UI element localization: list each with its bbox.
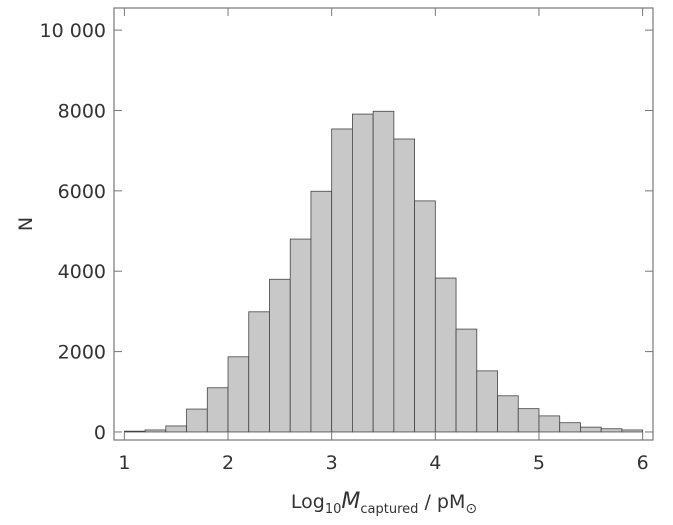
y-tick-label: 8000 bbox=[58, 100, 106, 122]
y-tick-label: 4000 bbox=[58, 261, 106, 283]
bar bbox=[559, 422, 581, 433]
x-label-sub: captured bbox=[360, 502, 418, 517]
bar bbox=[455, 328, 478, 433]
bar bbox=[372, 110, 395, 433]
bar bbox=[352, 113, 374, 433]
bar bbox=[269, 278, 291, 433]
bar bbox=[414, 200, 436, 433]
bar bbox=[310, 190, 333, 433]
y-tick-label: 2000 bbox=[58, 342, 106, 364]
bar bbox=[123, 430, 146, 433]
bar bbox=[476, 370, 498, 433]
x-tick-label: 2 bbox=[222, 452, 234, 474]
bar bbox=[165, 425, 187, 433]
x-tick-label: 6 bbox=[637, 452, 649, 474]
y-tick-label: 0 bbox=[94, 422, 106, 444]
x-label-rest: / pM bbox=[418, 491, 465, 513]
bar bbox=[393, 138, 415, 433]
bar bbox=[186, 408, 208, 433]
bar bbox=[538, 415, 561, 433]
bar bbox=[580, 426, 602, 433]
bar bbox=[434, 277, 457, 433]
bar bbox=[206, 387, 229, 433]
x-tick-label: 5 bbox=[533, 452, 545, 474]
x-label-log: Log bbox=[291, 491, 325, 513]
y-tick-label: 6000 bbox=[58, 181, 106, 203]
bar bbox=[497, 395, 519, 433]
bar bbox=[621, 429, 644, 433]
y-axis-label: N bbox=[15, 217, 37, 231]
bar bbox=[331, 128, 353, 433]
x-tick-label: 1 bbox=[118, 452, 130, 474]
x-label-m: M bbox=[341, 489, 360, 514]
bar bbox=[144, 429, 167, 433]
x-label-sun: ⊙ bbox=[465, 501, 477, 517]
bar bbox=[227, 356, 250, 433]
y-tick-label: 10 000 bbox=[40, 20, 106, 42]
bar bbox=[289, 238, 312, 433]
x-label-base: 10 bbox=[325, 502, 342, 517]
x-tick-label: 3 bbox=[326, 452, 338, 474]
plot-frame bbox=[113, 7, 654, 441]
x-axis-label: Log10Mcaptured / pM⊙ bbox=[291, 489, 477, 517]
x-tick-label: 4 bbox=[429, 452, 441, 474]
bar bbox=[248, 311, 270, 433]
bar bbox=[517, 408, 540, 433]
bar bbox=[600, 428, 623, 433]
